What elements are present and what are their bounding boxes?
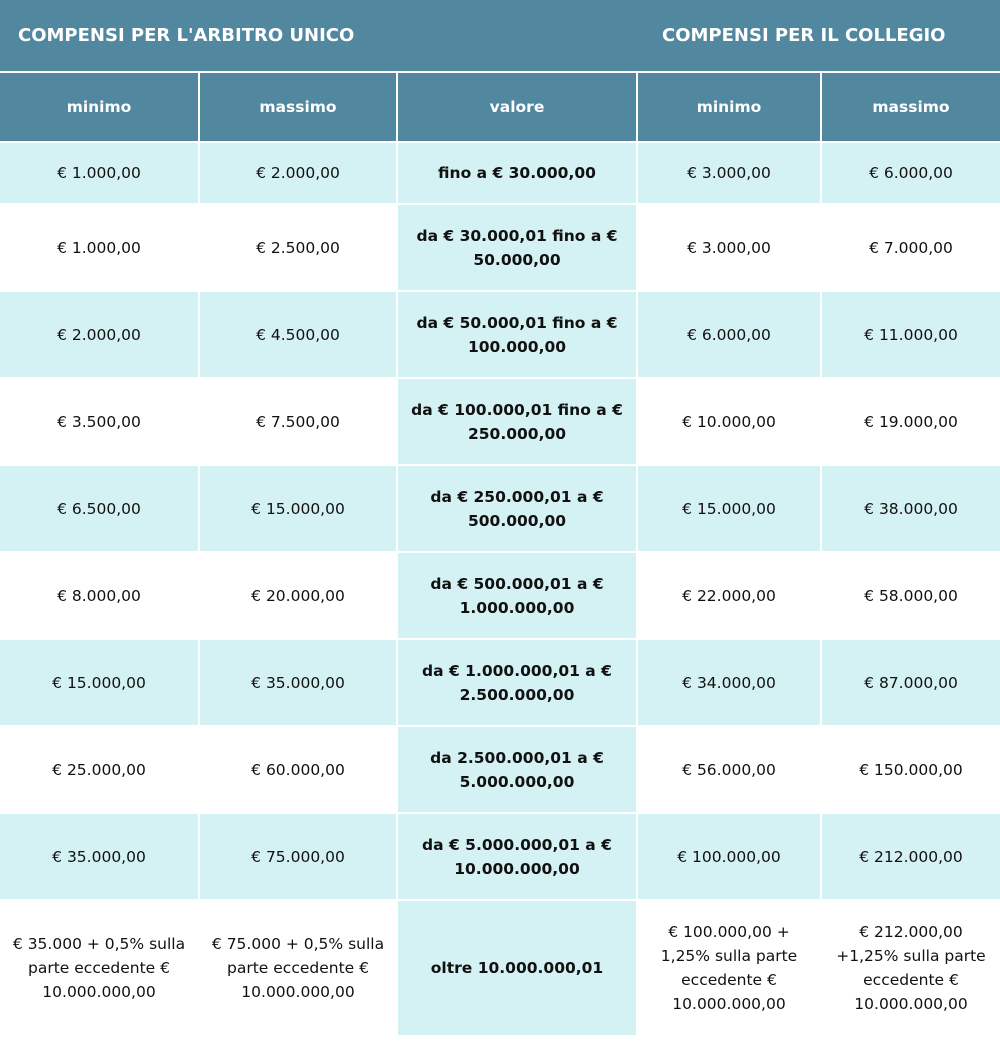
table-row: € 2.000,00 € 4.500,00 da € 50.000,01 fino …: [0, 290, 1000, 379]
cell-valore: da € 1.000.000,01 a € 2.500.000,00: [396, 638, 638, 727]
cell-arbitro-massimo: € 2.000,00: [198, 141, 398, 205]
column-header-row: minimo massimo valore minimo massimo: [0, 71, 1000, 143]
cell-collegio-massimo: € 38.000,00: [820, 464, 1000, 553]
cell-collegio-minimo: € 3.000,00: [636, 203, 822, 292]
cell-valore: da € 100.000,01 fino a € 250.000,00: [396, 377, 638, 466]
table-row: € 6.500,00 € 15.000,00 da € 250.000,01 a €…: [0, 464, 1000, 553]
cell-arbitro-massimo: € 60.000,00: [198, 725, 398, 814]
cell-collegio-minimo: € 56.000,00: [636, 725, 822, 814]
col-header-valore: valore: [396, 71, 638, 143]
arbitro-unico-title: COMPENSI PER L'ARBITRO UNICO: [18, 25, 355, 46]
col-header-minimo: minimo: [0, 71, 200, 143]
cell-valore: da 2.500.000,01 a € 5.000.000,00: [396, 725, 638, 814]
cell-collegio-massimo: € 212.000,00 +1,25% sulla parte eccedent…: [820, 899, 1000, 1037]
cell-arbitro-minimo: € 35.000 + 0,5% sulla parte eccedente € …: [0, 899, 200, 1037]
cell-arbitro-minimo: € 6.500,00: [0, 464, 200, 553]
table-row: € 1.000,00 € 2.500,00 da € 30.000,01 fino …: [0, 203, 1000, 292]
table-row: € 3.500,00 € 7.500,00 da € 100.000,01 fino…: [0, 377, 1000, 466]
cell-valore: da € 50.000,01 fino a € 100.000,00: [396, 290, 638, 379]
table-row: € 35.000,00 € 75.000,00 da € 5.000.000,01 …: [0, 812, 1000, 901]
cell-valore: da € 250.000,01 a € 500.000,00: [396, 464, 638, 553]
cell-arbitro-massimo: € 2.500,00: [198, 203, 398, 292]
cell-arbitro-minimo: € 15.000,00: [0, 638, 200, 727]
cell-collegio-minimo: € 15.000,00: [636, 464, 822, 553]
table-row: € 25.000,00 € 60.000,00 da 2.500.000,01 a …: [0, 725, 1000, 814]
cell-collegio-massimo: € 87.000,00: [820, 638, 1000, 727]
cell-arbitro-massimo: € 75.000 + 0,5% sulla parte eccedente € …: [198, 899, 398, 1037]
cell-arbitro-massimo: € 35.000,00: [198, 638, 398, 727]
cell-valore: oltre 10.000.000,01: [396, 899, 638, 1037]
cell-collegio-minimo: € 100.000,00 + 1,25% sulla parte ecceden…: [636, 899, 822, 1037]
collegio-title: COMPENSI PER IL COLLEGIO: [662, 25, 946, 46]
cell-collegio-massimo: € 58.000,00: [820, 551, 1000, 640]
table-row: € 35.000 + 0,5% sulla parte eccedente € …: [0, 899, 1000, 1037]
cell-arbitro-massimo: € 4.500,00: [198, 290, 398, 379]
col-header-massimo-collegio: massimo: [820, 71, 1000, 143]
cell-arbitro-minimo: € 8.000,00: [0, 551, 200, 640]
col-header-minimo-collegio: minimo: [636, 71, 822, 143]
cell-arbitro-minimo: € 25.000,00: [0, 725, 200, 814]
col-header-massimo: massimo: [198, 71, 398, 143]
cell-valore: fino a € 30.000,00: [396, 141, 638, 205]
cell-valore: da € 30.000,01 fino a € 50.000,00: [396, 203, 638, 292]
cell-collegio-minimo: € 10.000,00: [636, 377, 822, 466]
cell-arbitro-minimo: € 35.000,00: [0, 812, 200, 901]
cell-arbitro-massimo: € 20.000,00: [198, 551, 398, 640]
cell-arbitro-minimo: € 1.000,00: [0, 203, 200, 292]
cell-arbitro-massimo: € 15.000,00: [198, 464, 398, 553]
cell-valore: da € 500.000,01 a € 1.000.000,00: [396, 551, 638, 640]
cell-collegio-minimo: € 100.000,00: [636, 812, 822, 901]
cell-valore: da € 5.000.000,01 a € 10.000.000,00: [396, 812, 638, 901]
cell-collegio-massimo: € 19.000,00: [820, 377, 1000, 466]
table-row: € 1.000,00 € 2.000,00 fino a € 30.000,00 € …: [0, 141, 1000, 205]
fees-table: minimo massimo valore minimo massimo € 1…: [0, 71, 1000, 1037]
cell-collegio-minimo: € 6.000,00: [636, 290, 822, 379]
cell-arbitro-minimo: € 2.000,00: [0, 290, 200, 379]
cell-arbitro-minimo: € 3.500,00: [0, 377, 200, 466]
cell-collegio-massimo: € 212.000,00: [820, 812, 1000, 901]
cell-collegio-minimo: € 3.000,00: [636, 141, 822, 205]
cell-collegio-massimo: € 6.000,00: [820, 141, 1000, 205]
cell-arbitro-massimo: € 7.500,00: [198, 377, 398, 466]
cell-collegio-minimo: € 22.000,00: [636, 551, 822, 640]
cell-collegio-massimo: € 11.000,00: [820, 290, 1000, 379]
cell-arbitro-minimo: € 1.000,00: [0, 141, 200, 205]
cell-collegio-minimo: € 34.000,00: [636, 638, 822, 727]
cell-arbitro-massimo: € 75.000,00: [198, 812, 398, 901]
cell-collegio-massimo: € 7.000,00: [820, 203, 1000, 292]
cell-collegio-massimo: € 150.000,00: [820, 725, 1000, 814]
table-title-bar: COMPENSI PER L'ARBITRO UNICO COMPENSI PE…: [0, 0, 1000, 71]
table-row: € 8.000,00 € 20.000,00 da € 500.000,01 a €…: [0, 551, 1000, 640]
table-row: € 15.000,00 € 35.000,00 da € 1.000.000,01 …: [0, 638, 1000, 727]
